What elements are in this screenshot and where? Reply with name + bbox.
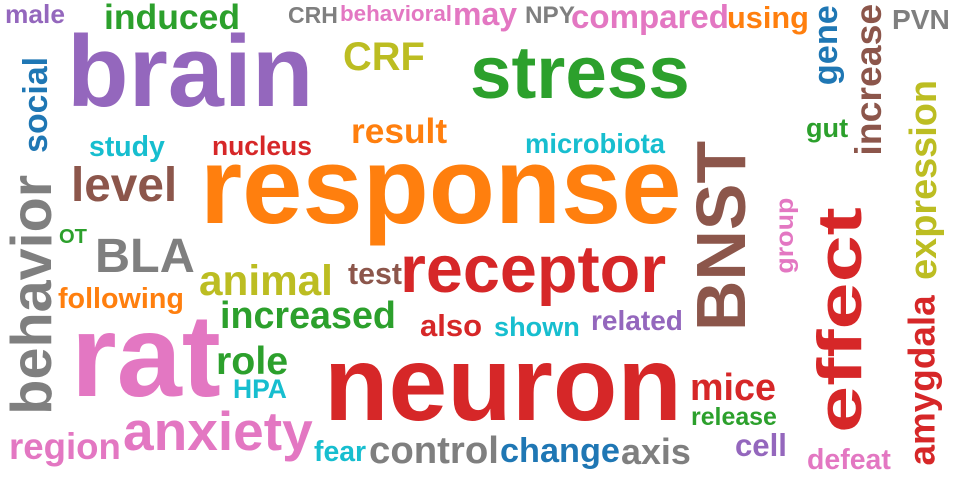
word-axis: axis (621, 432, 691, 473)
word-response: response (200, 124, 682, 246)
word-group: group (771, 197, 800, 275)
word-role: role (216, 339, 289, 384)
word-behavior: behavior (0, 175, 65, 415)
word-related: related (591, 304, 683, 336)
word-fear: fear (314, 435, 367, 468)
word-behavioral: behavioral (340, 0, 452, 26)
word-study: study (89, 130, 165, 163)
word-cell: cell (735, 428, 787, 464)
word-pvn: PVN (892, 3, 950, 35)
word-bla: BLA (95, 228, 195, 283)
word-neuron: neuron (324, 325, 682, 444)
word-hpa: HPA (233, 373, 287, 404)
word-expression: expression (903, 80, 946, 280)
word-amygdala: amygdala (901, 294, 943, 466)
word-bnst: BNST (682, 140, 761, 332)
word-induced: induced (104, 0, 241, 38)
word-also: also (420, 307, 483, 343)
word-control: control (369, 428, 499, 472)
word-compared: compared (571, 0, 729, 37)
word-social: social (17, 57, 56, 153)
word-increased: increased (220, 294, 396, 337)
word-nucleus: nucleus (212, 130, 312, 161)
word-crh: CRH (288, 2, 338, 29)
word-region: region (9, 425, 121, 467)
word-effect: effect (805, 207, 875, 433)
word-change: change (500, 431, 620, 470)
word-microbiota: microbiota (525, 128, 665, 160)
word-using: using (727, 0, 809, 35)
word-stress: stress (470, 29, 690, 114)
word-shown: shown (494, 311, 580, 343)
word-following: following (58, 282, 184, 315)
word-rat: rat (71, 290, 221, 422)
word-brain: brain (67, 15, 314, 128)
word-level: level (71, 159, 178, 213)
word-male: male (5, 0, 65, 29)
word-animal: animal (199, 256, 333, 304)
word-release: release (691, 402, 777, 431)
word-increase: increase (847, 4, 890, 156)
word-gut: gut (806, 112, 849, 144)
word-gene: gene (806, 4, 845, 86)
word-crf: CRF (343, 35, 425, 80)
word-receptor: receptor (400, 232, 667, 307)
word-ot: OT (59, 225, 87, 248)
word-may: may (453, 0, 518, 32)
word-result: result (351, 112, 448, 152)
word-npy: NPY (525, 1, 575, 29)
word-anxiety: anxiety (123, 400, 313, 463)
word-mice: mice (690, 366, 776, 409)
word-defeat: defeat (807, 443, 891, 476)
word-test: test (348, 257, 402, 291)
